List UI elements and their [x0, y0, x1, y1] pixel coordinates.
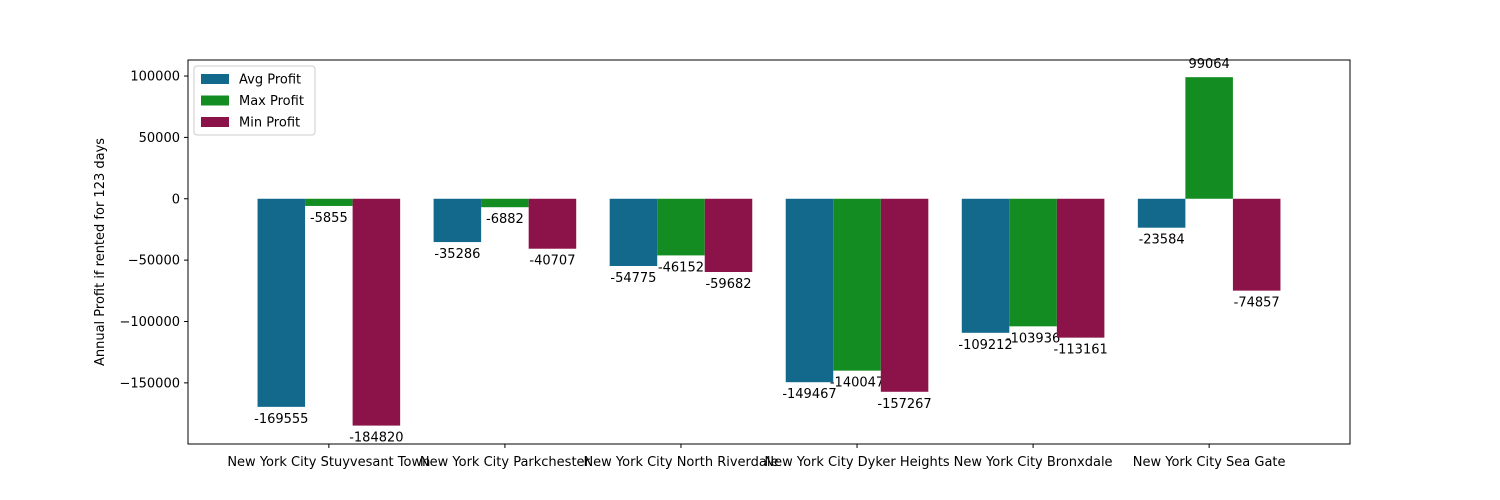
- legend-label: Min Profit: [239, 116, 300, 131]
- legend-swatch: [201, 117, 229, 127]
- y-tick-label: −100000: [119, 315, 180, 330]
- x-tick-label: New York City Stuyvesant Town: [227, 455, 430, 470]
- bar-min-profit-2: [704, 198, 753, 273]
- bar-min-profit-1: [528, 198, 577, 249]
- y-tick-label: 100000: [130, 70, 180, 85]
- x-tick-label: New York City North Riverdale: [583, 455, 778, 470]
- bar-avg-profit-2: [609, 198, 658, 266]
- data-label: -23584: [1139, 233, 1185, 248]
- y-tick-label: −150000: [119, 376, 180, 391]
- data-label: -46152: [658, 260, 704, 275]
- data-label: -5855: [310, 211, 348, 226]
- data-label: -103936: [1006, 331, 1060, 346]
- bar-avg-profit-0: [257, 198, 306, 407]
- legend-label: Max Profit: [239, 94, 304, 109]
- bar-max-profit-5: [1185, 77, 1233, 199]
- data-label: -54775: [610, 271, 656, 286]
- data-label: -74857: [1234, 296, 1280, 311]
- data-label: -6882: [486, 212, 524, 227]
- data-label: -157267: [877, 397, 931, 412]
- bar-max-profit-4: [1009, 198, 1057, 327]
- y-tick-label: −50000: [128, 254, 180, 269]
- bar-max-profit-2: [657, 198, 705, 256]
- bar-max-profit-0: [305, 198, 353, 206]
- legend-swatch: [201, 95, 229, 106]
- bar-avg-profit-4: [961, 198, 1010, 333]
- bar-avg-profit-1: [433, 198, 482, 243]
- data-label: -59682: [705, 277, 751, 292]
- bar-avg-profit-3: [785, 198, 834, 383]
- data-label: -109212: [958, 338, 1012, 353]
- bars-layer: -169555 -35286 -54775 -149467 -109212 -23584 -…: [254, 57, 1281, 446]
- x-tick-label: New York City Parkchester: [420, 455, 591, 470]
- x-tick-label: New York City Dyker Heights: [764, 455, 949, 470]
- bar-min-profit-5: [1232, 198, 1281, 291]
- data-label: -113161: [1053, 343, 1107, 358]
- x-tick-label: New York City Sea Gate: [1133, 455, 1286, 470]
- data-label: -184820: [349, 431, 403, 446]
- y-tick-label: 0: [172, 192, 180, 207]
- data-label: -140047: [830, 376, 884, 391]
- legend: Avg Profit Max Profit Min Profit: [193, 65, 316, 136]
- x-tick-label: New York City Bronxdale: [954, 455, 1113, 470]
- bar-min-profit-3: [880, 198, 929, 392]
- ticks-layer: −150000 −100000 −50000 0 50000 100000 New York…: [119, 70, 1285, 470]
- bar-min-profit-4: [1056, 198, 1105, 338]
- bar-avg-profit-5: [1137, 198, 1186, 228]
- bar-max-profit-3: [833, 198, 881, 371]
- legend-label: Avg Profit: [239, 73, 301, 88]
- plot-frame: [187, 59, 1351, 445]
- y-axis-title: Annual Profit if rented for 123 days: [93, 138, 108, 366]
- y-tick-label: 50000: [139, 131, 180, 146]
- data-label: -40707: [529, 254, 575, 269]
- data-label: 99064: [1188, 57, 1229, 72]
- data-label: -35286: [434, 247, 480, 262]
- legend-swatch: [201, 74, 229, 84]
- bar-min-profit-0: [352, 198, 401, 426]
- data-label: -149467: [782, 387, 836, 402]
- bar-max-profit-1: [481, 198, 529, 208]
- data-label: -169555: [254, 412, 308, 427]
